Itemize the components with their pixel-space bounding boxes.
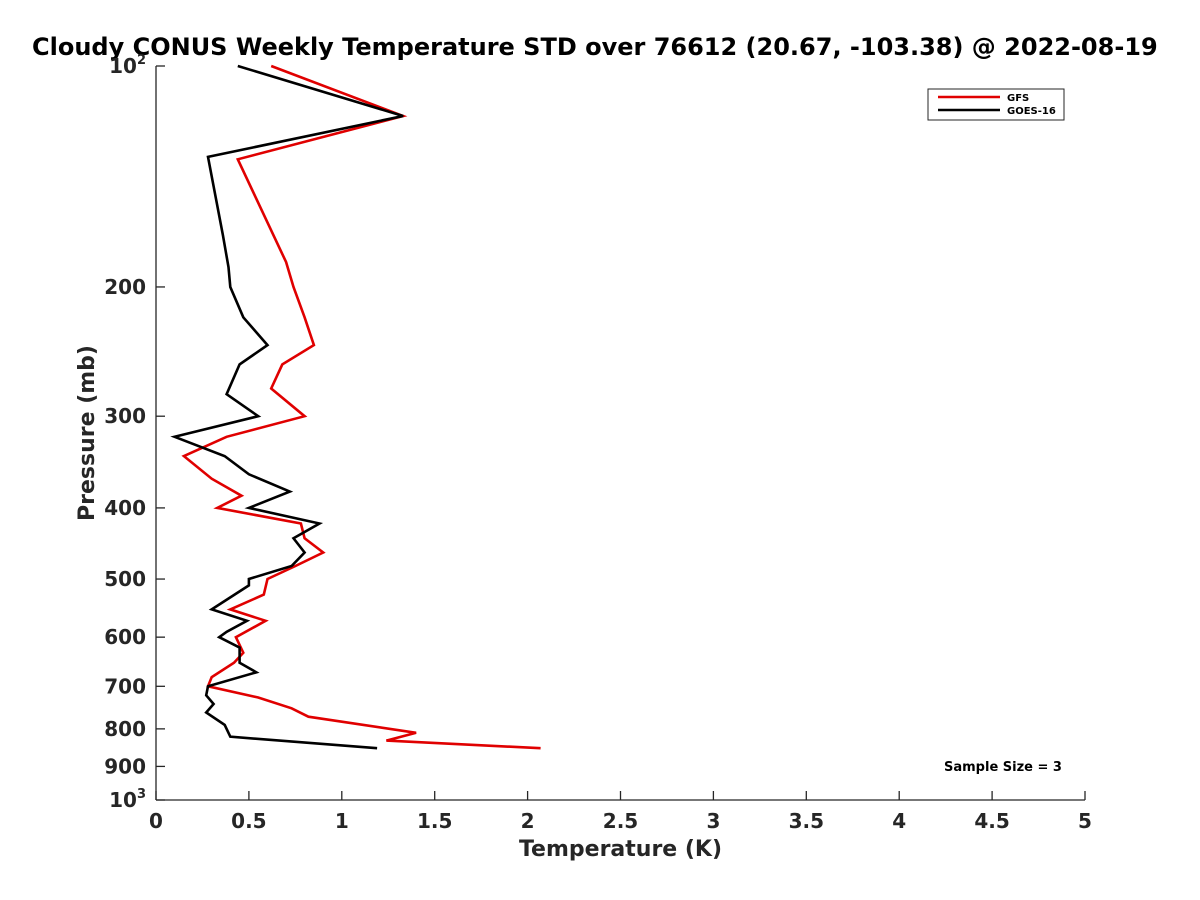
series-line-gfs — [181, 64, 541, 750]
y-axis-label: Pressure (mb) — [75, 345, 100, 521]
x-tick-label: 0.5 — [231, 809, 266, 833]
series-layer — [170, 64, 541, 750]
y-tick-label: 700 — [104, 674, 146, 698]
legend-label-gfs: GFS — [1007, 93, 1029, 104]
x-tick-label: 4.5 — [974, 809, 1009, 833]
axes-layer: 0 0.5 1 1.5 2 2.5 3 3.5 4 4.5 5 102 200 300 400 500 600 7… — [104, 53, 1092, 833]
y-tick-label: 600 — [104, 625, 146, 649]
x-tick-label: 3 — [706, 809, 720, 833]
legend-box — [927, 88, 1065, 121]
legend: GFS GOES-16 — [927, 88, 1065, 121]
y-tick-label: 102 — [109, 53, 146, 78]
x-axis-label: Temperature (K) — [519, 837, 722, 862]
x-tick-label: 1 — [335, 809, 349, 833]
y-tick-label: 103 — [109, 787, 146, 812]
y-tick-label: 800 — [104, 717, 146, 741]
x-tick-label: 2 — [521, 809, 535, 833]
y-tick-label: 500 — [104, 567, 146, 591]
plot-area: 0 0.5 1 1.5 2 2.5 3 3.5 4 4.5 5 102 200 300 400 500 600 7… — [104, 53, 1092, 833]
x-tick-label: 4 — [892, 809, 906, 833]
x-tick-label: 0 — [149, 809, 163, 833]
sample-size-annotation: Sample Size = 3 — [944, 760, 1062, 775]
x-tick-label: 2.5 — [603, 809, 638, 833]
x-tick-label: 5 — [1078, 809, 1092, 833]
y-tick-label: 400 — [104, 496, 146, 520]
y-tick-label: 200 — [104, 275, 146, 299]
x-tick-label: 1.5 — [417, 809, 452, 833]
legend-label-goes16: GOES-16 — [1007, 106, 1056, 117]
chart-title: Cloudy CONUS Weekly Temperature STD over… — [32, 33, 1158, 61]
y-tick-label: 900 — [104, 754, 146, 778]
x-tick-label: 3.5 — [789, 809, 824, 833]
y-tick-label: 300 — [104, 404, 146, 428]
series-line-goes16 — [170, 64, 404, 750]
